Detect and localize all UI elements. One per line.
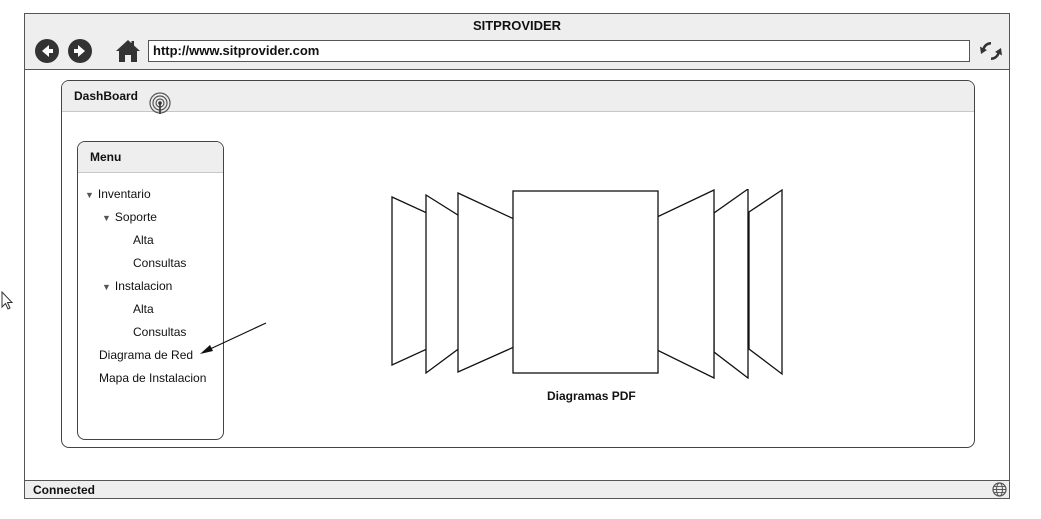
menu-item-instalacion-consultas[interactable]: Consultas [133,325,187,339]
menu-item-soporte[interactable]: ▼ Soporte [102,210,157,224]
coverflow-carousel[interactable] [391,189,784,379]
arrow-left-circle-icon [42,45,53,57]
menu-item-soporte-consultas[interactable]: Consultas [133,256,187,270]
coverflow-caption: Diagramas PDF [547,389,636,403]
mouse-cursor-icon [1,291,14,310]
cover-left-2 [425,193,462,375]
expand-triangle-icon: ▼ [85,190,94,200]
window-title: SITPROVIDER [472,18,562,33]
menu-item-inventario[interactable]: ▼ Inventario [85,187,151,201]
dashboard-panel: DashBoard Menu ▼ Inventario ▼ Soporte Alta… [61,80,975,448]
dashboard-title: DashBoard [74,89,139,103]
menu-item-instalacion-alta[interactable]: Alta [133,302,154,316]
dashboard-header: DashBoard [62,81,974,114]
globe-icon [992,482,1007,497]
browser-toolbar: SITPROVIDER http://www.sitprovider.com [25,14,1009,70]
browser-window: SITPROVIDER http://www.sitprovider.com [24,13,1010,499]
expand-triangle-icon: ▼ [102,282,111,292]
refresh-button[interactable] [978,38,1004,64]
home-icon [116,40,140,62]
antenna-icon [149,92,171,114]
cover-right-1 [656,189,715,379]
forward-button[interactable] [68,39,92,63]
menu-item-mapa-de-instalacion[interactable]: Mapa de Instalacion [99,371,207,385]
back-button[interactable] [35,39,59,63]
address-bar[interactable]: http://www.sitprovider.com [148,40,970,62]
annotation-arrow [200,322,267,354]
cover-left-1 [457,191,515,374]
cover-right-3 [748,189,783,376]
menu-item-soporte-alta[interactable]: Alta [133,233,154,247]
cover-right-2 [713,189,749,379]
status-text: Connected [33,483,96,497]
menu-panel: Menu ▼ Inventario ▼ Soporte Alta Consultas… [77,141,224,440]
menu-header: Menu [78,142,223,173]
menu-item-diagrama-de-red[interactable]: Diagrama de Red [99,348,194,362]
expand-triangle-icon: ▼ [102,213,111,223]
home-button[interactable] [115,38,141,64]
menu-title: Menu [90,150,122,164]
refresh-icon [980,41,1002,61]
menu-item-instalacion[interactable]: ▼ Instalacion [102,279,173,293]
arrow-right-circle-icon [74,45,85,57]
cover-left-3 [391,195,428,367]
status-bar: Connected [25,480,1009,498]
cover-center [512,190,659,374]
